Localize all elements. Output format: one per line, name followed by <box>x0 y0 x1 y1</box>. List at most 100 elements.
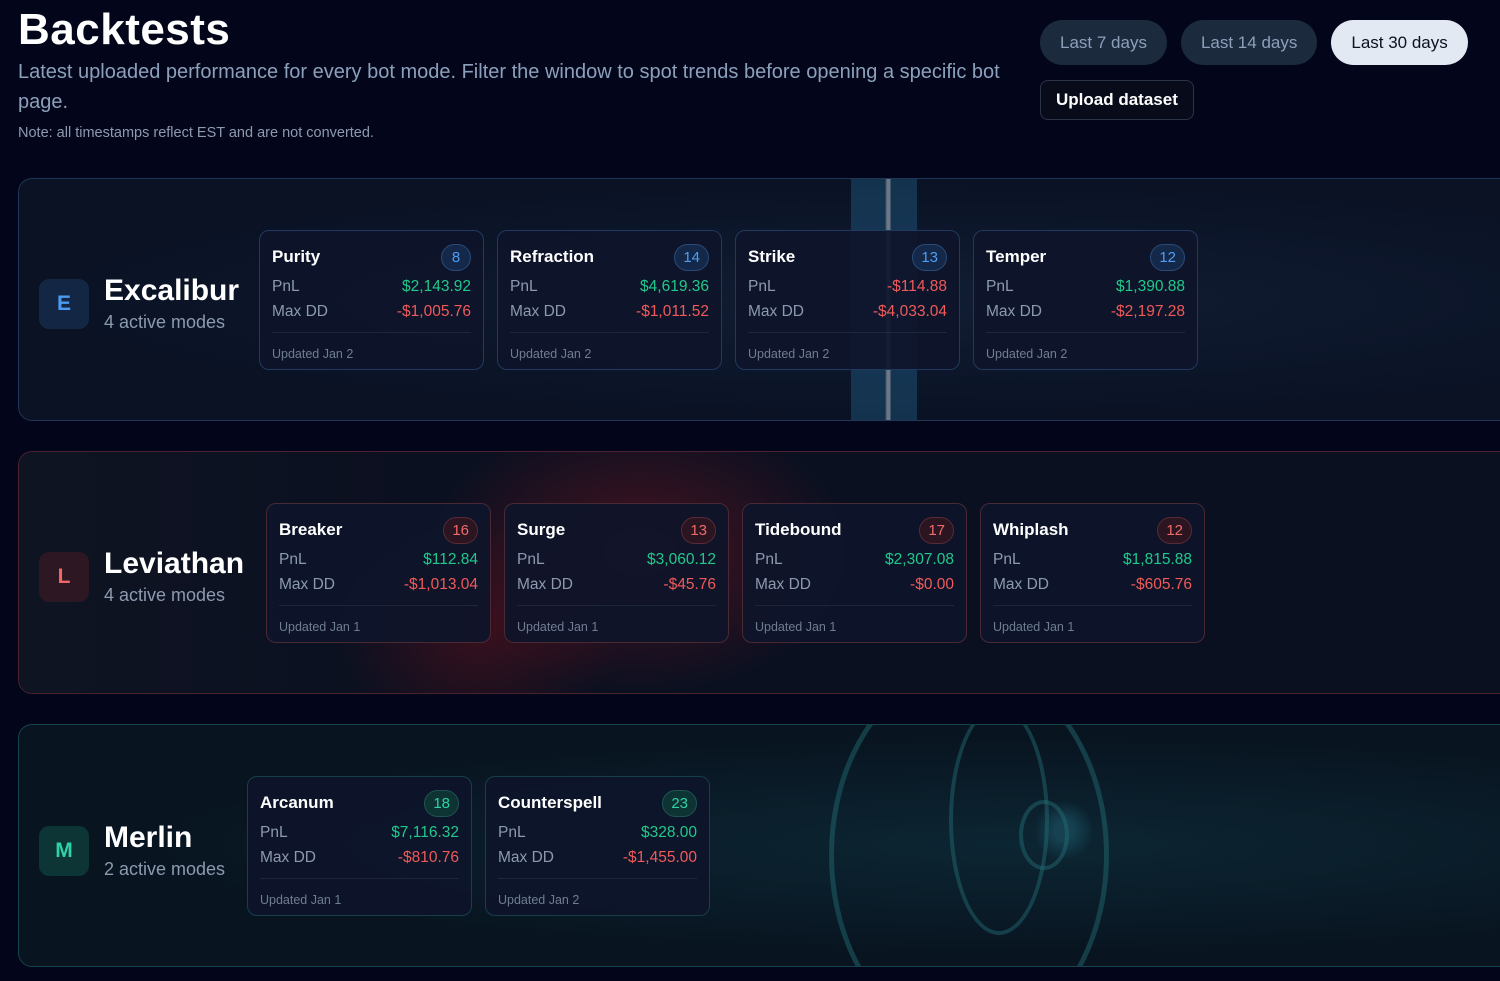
pnl-label: PnL <box>748 278 776 295</box>
updated-date: Updated Jan 1 <box>279 620 361 634</box>
mode-card-breaker[interactable]: Breaker 16 PnL $112.84 Max DD -$1,013.04 Up… <box>266 503 491 643</box>
rune-circle-background <box>19 725 1500 966</box>
bot-name[interactable]: Excalibur <box>104 274 240 307</box>
max-dd-value: -$605.76 <box>1130 576 1192 593</box>
filter-last-30-days[interactable]: Last 30 days <box>1331 20 1468 65</box>
date-range-filter: Last 7 days Last 14 days Last 30 days <box>1040 20 1468 65</box>
max-dd-label: Max DD <box>498 849 554 866</box>
mode-name: Breaker <box>279 520 343 539</box>
filter-last-14-days[interactable]: Last 14 days <box>1180 20 1318 65</box>
mode-name: Counterspell <box>498 793 602 812</box>
pnl-value: $7,116.32 <box>391 824 459 841</box>
max-dd-label: Max DD <box>510 303 566 320</box>
max-dd-value: -$1,005.76 <box>396 303 471 320</box>
divider <box>986 332 1185 333</box>
divider <box>993 605 1192 606</box>
bot-section-excalibur: E Excalibur 4 active modes Purity 8 PnL $2… <box>18 178 1500 421</box>
mode-card-temper[interactable]: Temper 12 PnL $1,390.88 Max DD -$2,197.28 U… <box>973 230 1198 370</box>
pnl-label: PnL <box>986 278 1014 295</box>
bot-active-modes: 4 active modes <box>104 585 226 605</box>
pnl-value: $1,815.88 <box>1123 551 1192 568</box>
max-dd-label: Max DD <box>279 576 335 593</box>
run-count-badge: 13 <box>912 243 947 271</box>
run-count-badge: 17 <box>919 516 954 544</box>
divider <box>498 878 697 879</box>
pnl-value: $2,143.92 <box>402 278 471 295</box>
mode-card-tidebound[interactable]: Tidebound 17 PnL $2,307.08 Max DD -$0.00 Up… <box>742 503 967 643</box>
pnl-value: $3,060.12 <box>647 551 716 568</box>
mode-card-whiplash[interactable]: Whiplash 12 PnL $1,815.88 Max DD -$605.76 U… <box>980 503 1205 643</box>
divider <box>510 332 709 333</box>
run-count-badge: 13 <box>681 516 716 544</box>
bot-name[interactable]: Merlin <box>104 821 193 854</box>
run-count-badge: 12 <box>1150 243 1185 271</box>
updated-date: Updated Jan 2 <box>510 347 592 361</box>
bot-identity: L Leviathan 4 active modes <box>39 547 244 606</box>
upload-dataset-button[interactable]: Upload dataset <box>1040 80 1194 120</box>
bot-active-modes: 4 active modes <box>104 312 226 332</box>
pnl-value: -$114.88 <box>886 278 947 295</box>
max-dd-label: Max DD <box>993 576 1049 593</box>
page-title: Backtests <box>18 5 231 54</box>
timezone-note: Note: all timestamps reflect EST and are… <box>18 125 374 141</box>
mode-card-refraction[interactable]: Refraction 14 PnL $4,619.36 Max DD -$1,011.… <box>497 230 722 370</box>
max-dd-label: Max DD <box>755 576 811 593</box>
max-dd-value: -$45.76 <box>663 576 716 593</box>
divider <box>748 332 947 333</box>
max-dd-value: -$0.00 <box>910 576 954 593</box>
max-dd-label: Max DD <box>260 849 316 866</box>
bot-section-merlin: M Merlin 2 active modes Arcanum 18 PnL $7,… <box>18 724 1500 967</box>
rune-ring-middle <box>949 725 1049 935</box>
filter-last-7-days[interactable]: Last 7 days <box>1040 20 1167 65</box>
bot-avatar: L <box>39 551 89 602</box>
divider <box>272 332 471 333</box>
pnl-value: $112.84 <box>423 551 478 568</box>
max-dd-label: Max DD <box>748 303 804 320</box>
updated-date: Updated Jan 2 <box>272 347 354 361</box>
updated-date: Updated Jan 1 <box>993 620 1075 634</box>
pnl-label: PnL <box>279 551 307 568</box>
pnl-label: PnL <box>517 551 545 568</box>
run-count-badge: 23 <box>662 789 697 817</box>
updated-date: Updated Jan 1 <box>517 620 599 634</box>
pnl-label: PnL <box>498 824 526 841</box>
run-count-badge: 8 <box>441 243 471 271</box>
max-dd-value: -$4,033.04 <box>872 303 947 320</box>
bot-avatar: M <box>39 825 89 876</box>
mode-name: Strike <box>748 247 796 266</box>
mode-name: Whiplash <box>993 520 1069 539</box>
page-subtitle: Latest uploaded performance for every bo… <box>18 61 1000 113</box>
bot-avatar: E <box>39 278 89 329</box>
max-dd-value: -$1,455.00 <box>622 849 697 866</box>
max-dd-value: -$1,013.04 <box>403 576 478 593</box>
pnl-label: PnL <box>993 551 1021 568</box>
max-dd-value: -$1,011.52 <box>636 303 709 320</box>
max-dd-value: -$2,197.28 <box>1110 303 1185 320</box>
divider <box>279 605 478 606</box>
mode-card-purity[interactable]: Purity 8 PnL $2,143.92 Max DD -$1,005.76 Up… <box>259 230 484 370</box>
mode-name: Tidebound <box>755 520 842 539</box>
mode-cards: Breaker 16 PnL $112.84 Max DD -$1,013.04 Up… <box>266 503 1205 643</box>
updated-date: Updated Jan 1 <box>755 620 837 634</box>
max-dd-label: Max DD <box>986 303 1042 320</box>
bot-name[interactable]: Leviathan <box>104 547 245 580</box>
divider <box>260 878 459 879</box>
updated-date: Updated Jan 2 <box>748 347 830 361</box>
mode-name: Refraction <box>510 247 595 266</box>
updated-date: Updated Jan 1 <box>260 893 342 907</box>
mode-card-arcanum[interactable]: Arcanum 18 PnL $7,116.32 Max DD -$810.76 Up… <box>247 776 472 916</box>
run-count-badge: 18 <box>424 789 459 817</box>
run-count-badge: 12 <box>1157 516 1192 544</box>
mode-card-strike[interactable]: Strike 13 PnL -$114.88 Max DD -$4,033.04 Up… <box>735 230 960 370</box>
mode-name: Arcanum <box>260 793 334 812</box>
max-dd-label: Max DD <box>517 576 573 593</box>
max-dd-label: Max DD <box>272 303 328 320</box>
bot-identity: E Excalibur 4 active modes <box>39 274 239 333</box>
updated-date: Updated Jan 2 <box>498 893 580 907</box>
mode-card-counterspell[interactable]: Counterspell 23 PnL $328.00 Max DD -$1,455.… <box>485 776 710 916</box>
pnl-value: $4,619.36 <box>640 278 709 295</box>
pnl-label: PnL <box>260 824 288 841</box>
rune-ring-outer <box>829 725 1109 966</box>
mode-card-surge[interactable]: Surge 13 PnL $3,060.12 Max DD -$45.76 Updat… <box>504 503 729 643</box>
bot-section-leviathan: L Leviathan 4 active modes Breaker 16 PnL… <box>18 451 1500 694</box>
